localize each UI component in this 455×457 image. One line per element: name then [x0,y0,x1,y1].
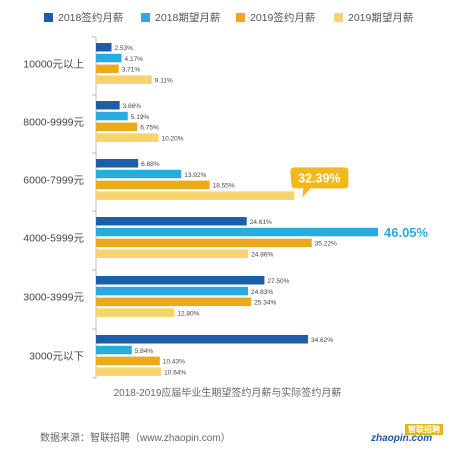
bar [96,286,249,296]
legend-swatch [141,12,150,22]
legend-label: 2018签约月薪 [58,11,124,24]
bar [96,133,159,142]
bar [96,111,128,121]
legend-item-2019-signed: 2019签约月薪 [236,9,315,25]
bar [96,297,252,307]
category-label: 6000-7999元 [23,175,84,187]
category-label: 10000元以上 [23,59,84,71]
bar [96,238,312,248]
bar [96,367,162,376]
chart-legend: 2018签约月薪 2018期望月薪 2019签约月薪 2019期望月薪 [0,9,455,25]
data-label: 5.19% [131,114,150,121]
bar [96,308,175,317]
bar [96,276,265,285]
data-label: 10.64% [164,369,186,376]
highlight-label: 32.39% [298,171,340,185]
legend-swatch [44,12,53,22]
data-label: 25.34% [254,300,276,307]
data-label: 24.83% [251,289,273,296]
bar [96,356,160,366]
data-label: 27.50% [267,278,289,285]
data-source: 数据来源：智联招聘（www.zhaopin.com） [40,433,231,444]
data-label: 6.88% [141,161,160,168]
bar [96,227,378,237]
bar [96,159,139,168]
data-label: 3.86% [123,103,142,110]
data-label: 34.62% [311,337,333,344]
data-label: 10.43% [163,359,185,366]
data-label: 6.75% [140,125,159,132]
bar [96,180,210,190]
category-label: 8000-9999元 [23,117,84,129]
category-label: 4000-5999元 [23,233,84,245]
data-label: 5.84% [135,348,154,355]
data-label: 18.55% [213,183,235,190]
legend-swatch [334,12,343,22]
legend-swatch [236,12,245,22]
data-label: 9.11% [155,77,173,84]
data-label: 24.61% [250,219,272,226]
zhaopin-logo: 智联招聘 zhaopin.com [371,424,443,446]
bar [96,101,120,110]
bar [96,345,132,355]
bar [96,169,182,179]
bar [96,217,247,226]
legend-item-2018-expected: 2018期望月薪 [141,9,220,25]
data-label: 4.17% [125,56,144,63]
legend-item-2019-expected: 2019期望月薪 [334,9,413,25]
legend-label: 2019期望月薪 [348,11,414,24]
logo-text-top: 智联招聘 [405,424,443,435]
category-label: 3000元以下 [29,351,84,363]
highlight-label: 46.05% [384,225,429,240]
data-label: 13.92% [184,172,206,179]
logo-text-bottom: zhaopin.com [371,433,433,444]
category-label: 3000-3999元 [23,292,84,304]
legend-label: 2018期望月薪 [155,11,221,24]
bar [96,122,138,132]
data-label: 12.80% [177,310,199,317]
data-label: 24.86% [251,251,273,258]
data-label: 3.71% [122,67,141,74]
data-label: 2.53% [114,45,133,52]
chart-caption: 2018-2019应届毕业生期望签约月薪与实际签约月薪 [113,388,342,399]
highlight-callout [290,167,349,198]
data-label: 35.22% [315,241,337,248]
data-label: 10.20% [161,135,183,142]
bar [96,249,249,258]
bar [96,335,309,344]
legend-label: 2019签约月薪 [250,11,316,24]
legend-item-2018-signed: 2018签约月薪 [44,9,123,25]
bar [96,191,295,200]
bar [96,43,112,52]
bar [96,75,152,84]
bar [96,53,122,63]
bar [96,64,119,74]
